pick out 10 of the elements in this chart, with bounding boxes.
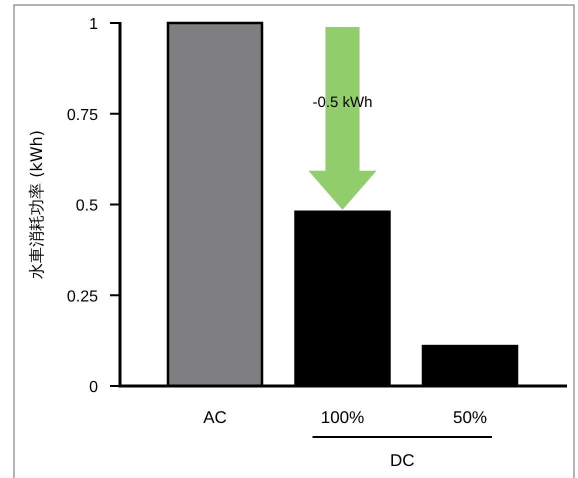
y-tick-label: 0.25 <box>66 288 98 306</box>
y-tick-label: 0.75 <box>66 106 98 124</box>
y-tick-label: 0 <box>89 379 98 396</box>
y-tick-label: 1 <box>89 16 98 33</box>
y-axis-title: 水車消耗功率 (kWh) <box>27 130 46 279</box>
text: DC <box>390 451 415 470</box>
y-tick-label: 0.5 <box>76 198 98 214</box>
x-tick-label: 100% <box>320 408 364 427</box>
x-tick-label: 50% <box>452 408 488 427</box>
x-tick-label: AC <box>203 408 227 427</box>
